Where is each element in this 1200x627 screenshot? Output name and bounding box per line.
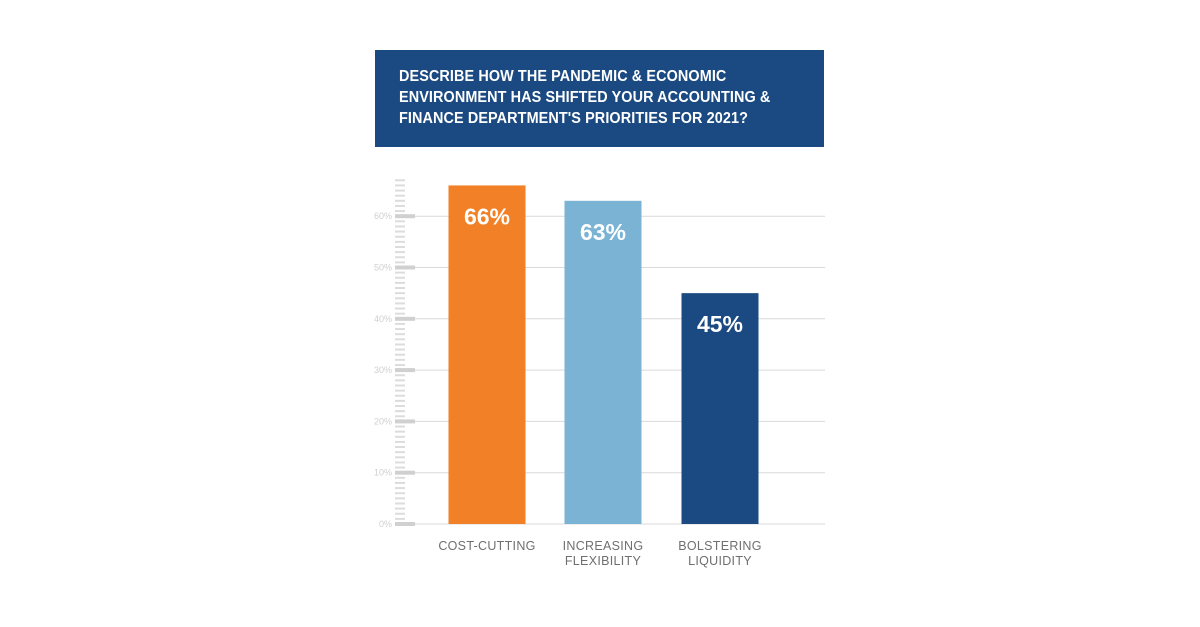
category-label-1-line-1: COST-CUTTING	[438, 539, 535, 553]
category-label-2-line-1: INCREASING	[563, 539, 644, 553]
chart-title-line-2: ENVIRONMENT HAS SHIFTED YOUR ACCOUNTING …	[399, 89, 771, 106]
y-tick-label-20: 20%	[374, 416, 392, 426]
y-tick-label-50: 50%	[374, 263, 392, 273]
y-axis-major-tick	[395, 470, 415, 475]
bar-2	[564, 200, 642, 524]
y-tick-label-0: 0%	[379, 519, 392, 529]
y-tick-label-40: 40%	[374, 314, 392, 324]
y-axis-major-tick	[395, 265, 415, 270]
chart-title-line-1: DESCRIBE HOW THE PANDEMIC & ECONOMIC	[399, 68, 727, 85]
category-label-2-line-2: FLEXIBILITY	[565, 554, 642, 568]
y-tick-label-30: 30%	[374, 365, 392, 375]
category-label-3-line-1: BOLSTERING	[678, 539, 762, 553]
category-label-3-line-2: LIQUIDITY	[688, 554, 752, 568]
y-tick-label-10: 10%	[374, 468, 392, 478]
y-axis-major-tick	[395, 419, 415, 424]
y-axis-major-tick	[395, 522, 415, 526]
y-axis-major-tick	[395, 316, 415, 321]
data-label-1: 66%	[464, 203, 510, 229]
y-tick-label-60: 60%	[374, 211, 392, 221]
bar-3	[681, 293, 759, 524]
data-label-3: 45%	[697, 311, 743, 337]
y-axis-major-tick	[395, 368, 415, 373]
data-label-2: 63%	[580, 219, 626, 245]
bar-1	[448, 185, 526, 525]
chart-title-line-3: FINANCE DEPARTMENT'S PRIORITIES FOR 2021…	[399, 110, 748, 127]
y-axis-major-tick	[395, 214, 415, 219]
chart-title-box: DESCRIBE HOW THE PANDEMIC & ECONOMIC ENV…	[375, 50, 824, 147]
